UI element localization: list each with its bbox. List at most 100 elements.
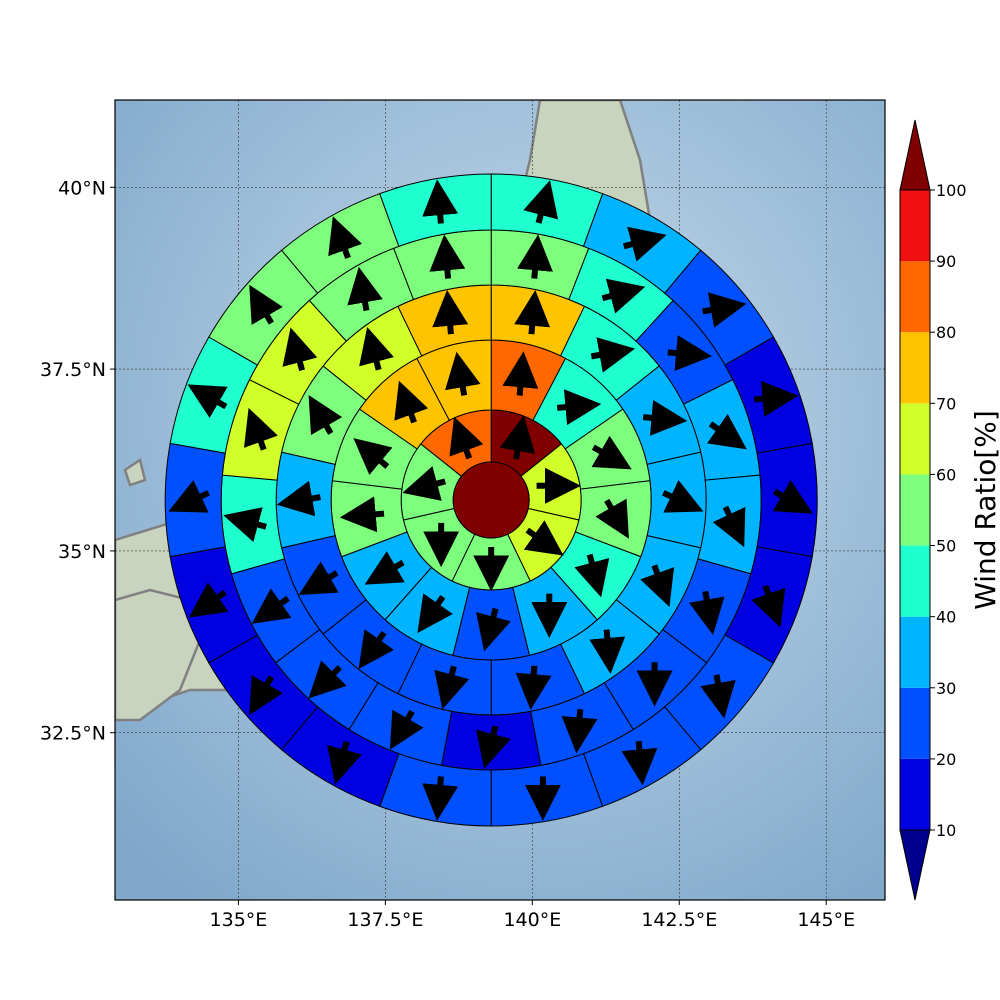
wind-arrow [417,593,453,634]
wind-arrow [353,438,393,476]
wind-arrow [364,551,405,585]
wind-arrow [523,520,564,556]
wind-arrow [561,708,598,754]
wind-arrow [476,607,511,652]
colorbar-tick-label: 30 [936,679,956,698]
colorbar-segment [900,758,930,830]
x-tick-label: 137.5°E [347,909,423,931]
wind-arrow [389,709,424,750]
colorbar-tick-label: 20 [936,750,956,769]
wind-arrow [574,553,610,598]
wind-arrow [640,564,675,608]
y-tick-label: 32.5°N [40,723,106,745]
wind-arrow [622,226,667,262]
wind-arrow [243,407,278,451]
wind-arrow [772,480,813,514]
colorbar-tick-label: 60 [936,465,956,484]
wind-arrow [702,292,747,328]
colorbar-tick-label: 80 [936,323,956,342]
x-tick-label: 135°E [210,909,268,931]
wind-arrow [188,582,229,618]
colorbar-segment [900,332,930,404]
plot-frame [114,99,886,901]
wind-arrow [662,480,704,513]
wind-arrow [251,588,292,624]
colorbar-tick-label: 40 [936,608,956,627]
colorbar-over-extend [899,119,931,191]
colorbar-tick-label: 70 [936,394,956,413]
y-axis-ticks: 40°N 37.5°N 35°N 32.5°N [40,177,115,745]
x-tick-label: 142.5°E [641,909,717,931]
wind-arrow [422,776,459,821]
wind-arrow [402,466,446,501]
colorbar-segment [900,261,930,333]
colorbar-frame [899,189,931,831]
wind-arrow [187,384,228,418]
wind-arrow [751,584,786,628]
colorbar-segment [900,474,930,546]
y-tick-label: 37.5°N [40,359,106,381]
wind-arrow [432,289,469,335]
wind-arrow [499,415,536,460]
wind-arrow [621,740,658,786]
wind-arrow [339,496,385,533]
wind-arrow [754,380,799,417]
wind-ring-sectors [164,173,818,827]
wind-arrow [327,740,362,785]
wind-arrow [308,394,343,436]
colorbar-under-extend [899,829,931,901]
wind-arrow [347,266,383,312]
wind-arrow [517,234,553,279]
wind-arrow [523,180,559,224]
colorbar-segment [900,616,930,688]
wind-arrow [700,674,736,719]
wind-arrow [445,351,481,396]
wind-arrow [589,629,626,674]
wind-arrow [168,480,210,513]
wind-arrow [449,416,484,460]
wind-arrow [515,665,552,711]
colorbar-segment [900,687,930,759]
wind-arrow [249,284,283,325]
wind-arrows [168,179,813,821]
wind-arrow [707,413,747,450]
wind-arrow [429,234,466,279]
colorbar-tick-label: 50 [936,537,956,556]
y-tick-label: 40°N [58,177,106,199]
ring-sector [697,474,762,575]
colorbar-segment [900,545,930,617]
wind-arrow [712,505,746,548]
wind-arrow [359,326,394,371]
wind-arrow [476,725,511,769]
y-tick-label: 35°N [58,541,106,563]
x-axis-ticks: 135°E 137.5°E 140°E 142.5°E 145°E [210,900,855,931]
wind-arrow [358,629,394,669]
colorbar-tick-label: 100 [936,181,967,200]
colorbar-segment [900,190,930,262]
wind-arrow [394,380,429,424]
wind-arrow [595,498,629,539]
wind-arrow [591,435,632,470]
wind-arrow [590,337,636,373]
x-tick-label: 140°E [503,909,561,931]
wind-arrow [223,507,267,543]
wind-arrow [514,289,551,335]
wind-arrow [298,561,339,596]
wind-arrow [556,389,602,426]
wind-arrow [422,179,459,224]
wind-arrow [502,351,539,396]
colorbar-title: Wind Ratio[%] [969,410,1000,610]
wind-arrow [601,278,646,314]
x-tick-label: 145°E [797,909,855,931]
wind-arrow [667,335,712,372]
colorbar-tick-label: 90 [936,252,956,271]
land-1 [115,588,202,722]
wind-arrow [689,590,725,636]
colorbar-segment [900,403,930,475]
colorbar-tick-label: 10 [936,821,956,840]
land-2 [123,457,147,487]
colorbar: 10 20 30 40 50 60 70 80 90 100 Wind Ratio[%] [899,119,1000,901]
wind-arrow [282,327,318,372]
center-cell [452,461,530,539]
